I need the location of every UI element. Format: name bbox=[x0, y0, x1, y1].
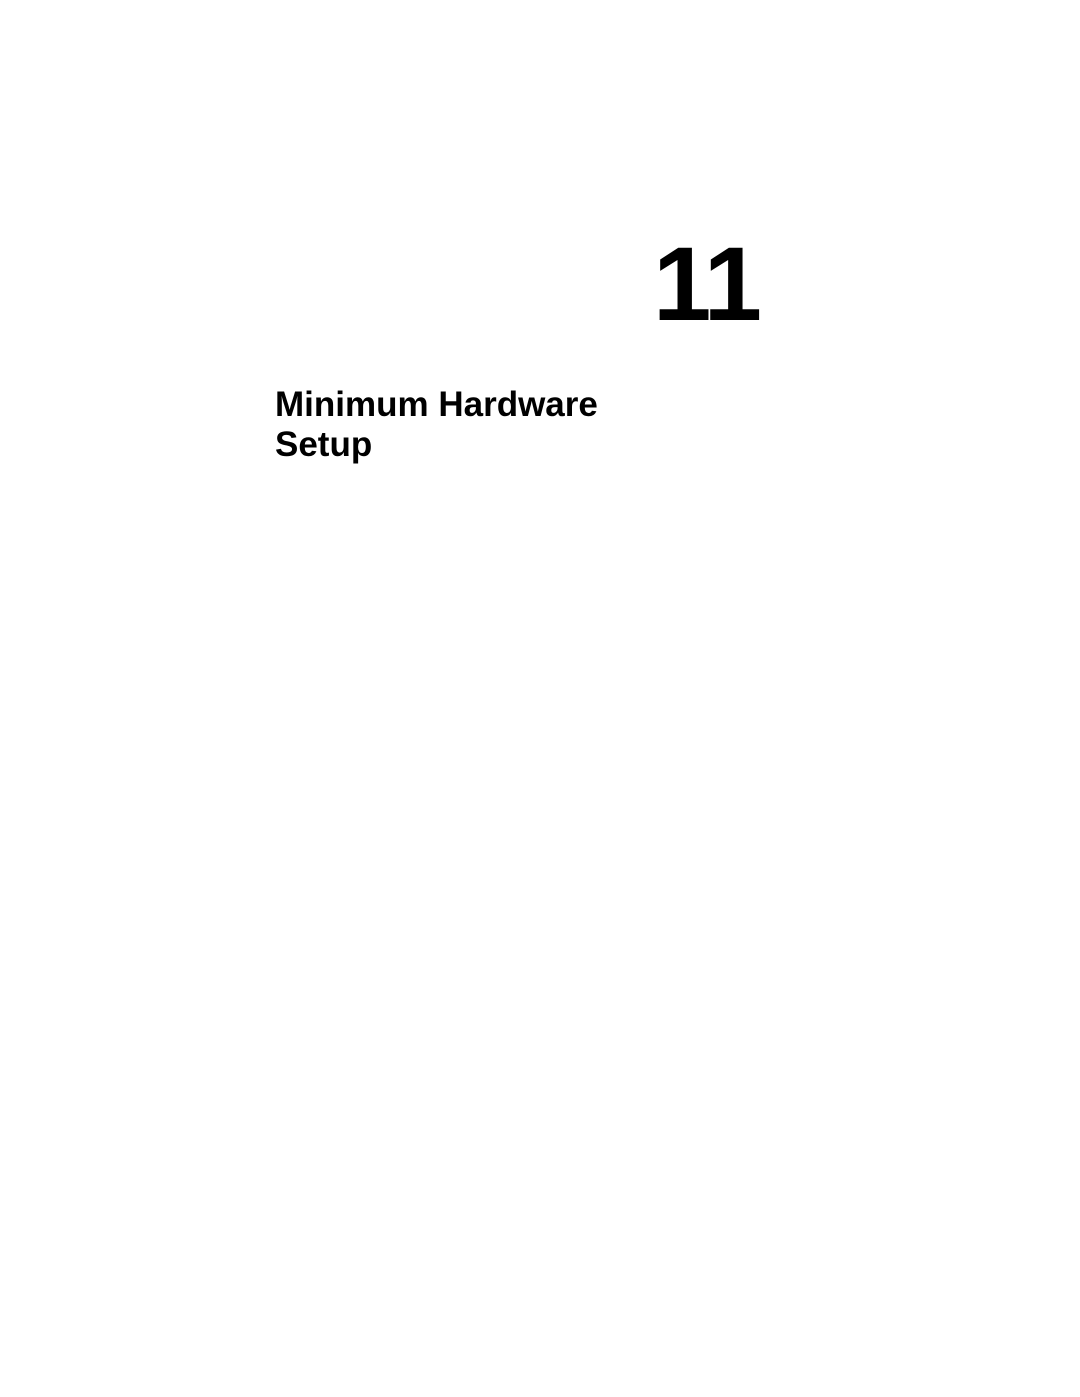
chapter-number: 11 bbox=[653, 225, 760, 345]
chapter-title: Minimum Hardware Setup bbox=[275, 385, 695, 466]
page-container: 11 Minimum Hardware Setup bbox=[0, 0, 1080, 1397]
